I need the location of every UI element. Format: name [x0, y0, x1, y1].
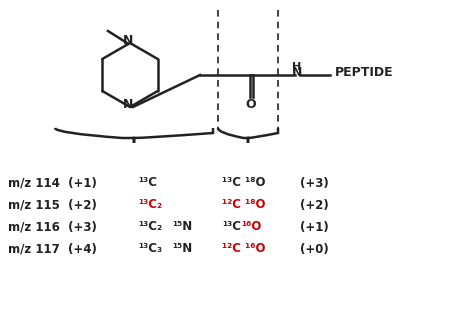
Text: ¹³C ¹⁸O: ¹³C ¹⁸O	[222, 176, 266, 189]
Text: ¹²C ¹⁶O: ¹²C ¹⁶O	[222, 242, 266, 255]
Text: (+3): (+3)	[300, 176, 329, 189]
Text: m/z 116  (+3): m/z 116 (+3)	[8, 220, 97, 233]
Text: ¹³C₂: ¹³C₂	[138, 199, 162, 212]
Text: (+0): (+0)	[300, 242, 329, 255]
Text: ¹⁶O: ¹⁶O	[241, 220, 261, 233]
Text: N: N	[123, 98, 133, 111]
Text: ¹³C: ¹³C	[222, 220, 241, 233]
Text: (+2): (+2)	[300, 199, 329, 212]
Text: H: H	[292, 62, 302, 72]
Text: PEPTIDE: PEPTIDE	[335, 67, 394, 80]
Text: m/z 117  (+4): m/z 117 (+4)	[8, 242, 97, 255]
Text: (+1): (+1)	[300, 220, 329, 233]
Text: m/z 115  (+2): m/z 115 (+2)	[8, 199, 97, 212]
Text: N: N	[292, 67, 302, 80]
Text: ¹³C: ¹³C	[138, 176, 157, 189]
Text: ¹⁵N: ¹⁵N	[172, 242, 192, 255]
Text: O: O	[246, 98, 256, 111]
Text: ¹⁵N: ¹⁵N	[172, 220, 192, 233]
Text: m/z 114  (+1): m/z 114 (+1)	[8, 176, 97, 189]
Text: ¹²C ¹⁸O: ¹²C ¹⁸O	[222, 199, 266, 212]
Text: N: N	[123, 34, 133, 47]
Text: ¹³C₃: ¹³C₃	[138, 242, 162, 255]
Text: ¹³C₂: ¹³C₂	[138, 220, 162, 233]
